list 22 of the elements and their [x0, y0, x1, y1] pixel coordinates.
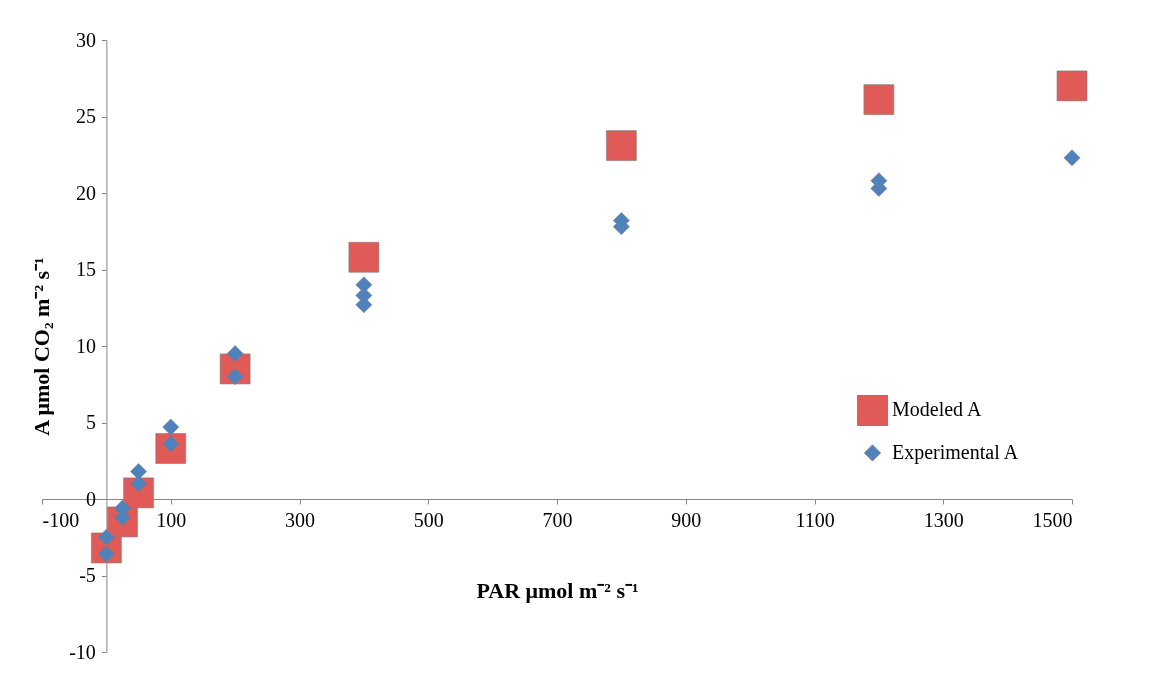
x-tick-label: 300: [285, 508, 315, 531]
x-axis-title: PAR μmol m⁻² s⁻¹: [476, 577, 639, 603]
x-tick-label: 100: [156, 508, 187, 531]
legend-label: Experimental A: [892, 440, 1019, 464]
y-tick-label: 20: [75, 181, 96, 204]
y-tick-label: 15: [75, 258, 96, 280]
x-tick-label: 1300: [923, 508, 964, 531]
legend-label: Modeled A: [892, 398, 982, 421]
x-tick-label: 900: [671, 508, 702, 531]
x-tick-label: 1100: [795, 508, 835, 531]
y-tick-label: -10: [69, 640, 96, 663]
y-tick-label: 5: [85, 411, 96, 433]
y-tick-label: -5: [79, 564, 96, 586]
y-axis-title: A μmol CO₂ m⁻² s⁻¹: [29, 257, 55, 436]
y-tick-label: 30: [75, 28, 96, 51]
y-tick-label: 0: [85, 487, 96, 510]
y-tick-label: 25: [75, 105, 96, 127]
x-tick-label: 1500: [1032, 508, 1073, 531]
y-tick-label: 10: [75, 334, 96, 357]
x-tick-label: 700: [542, 508, 573, 531]
x-tick-label: -100: [42, 508, 80, 531]
x-tick-label: 500: [413, 508, 444, 531]
